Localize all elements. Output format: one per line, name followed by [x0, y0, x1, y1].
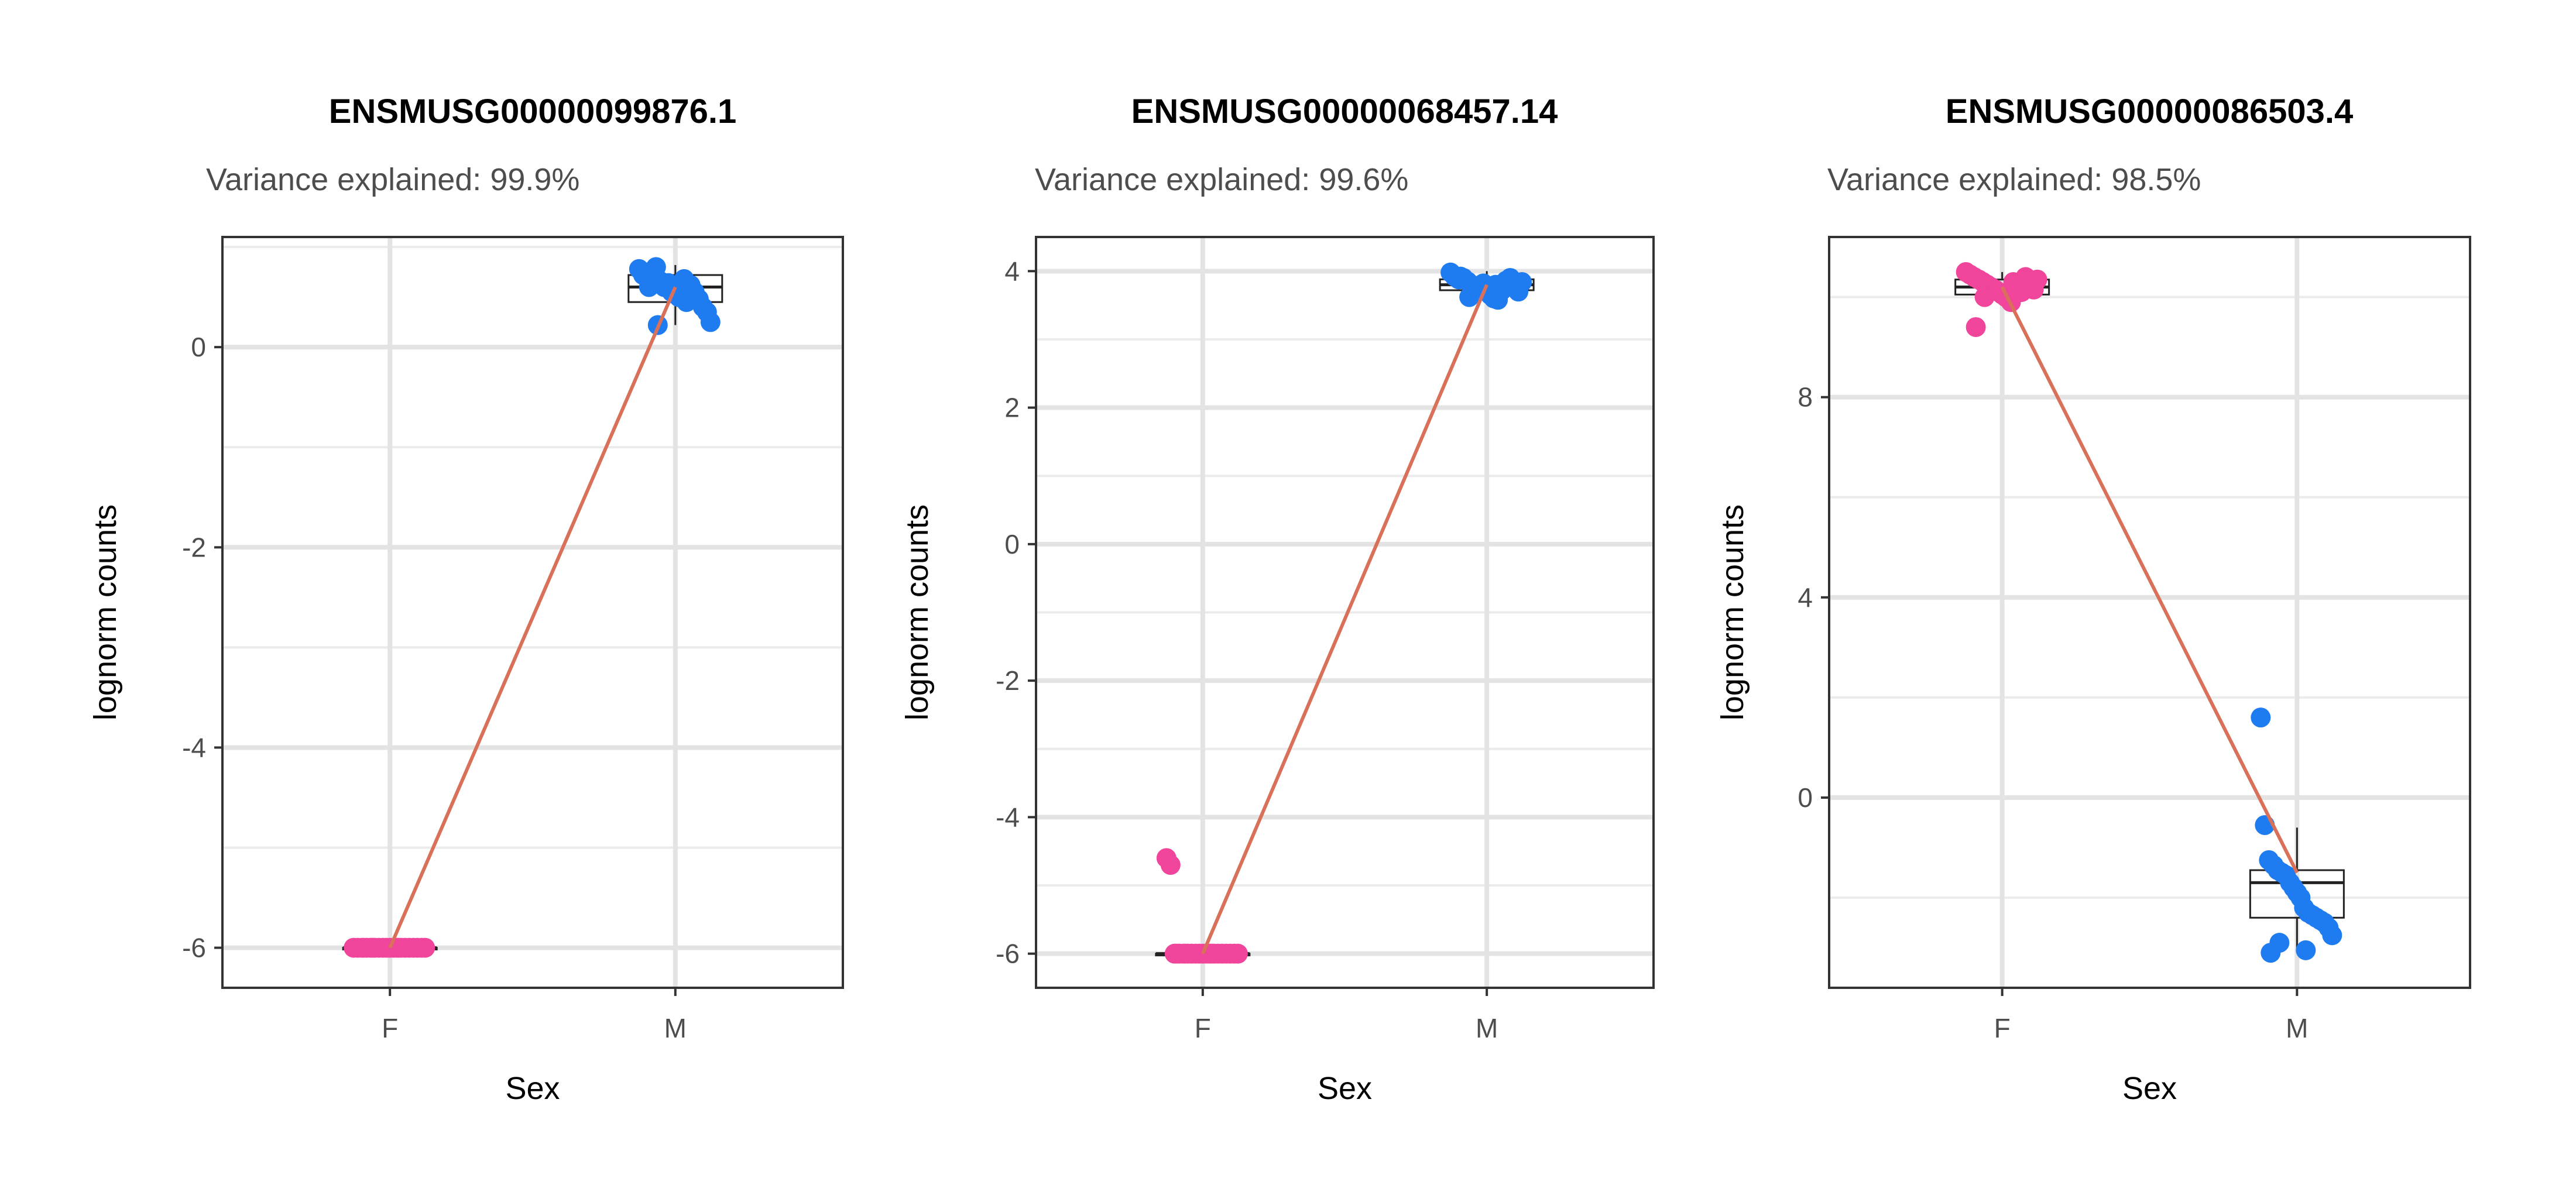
y-tick-label: 0 — [1798, 782, 1813, 813]
plot-area — [1821, 236, 2471, 996]
data-point — [2027, 269, 2047, 290]
data-point — [1512, 272, 1532, 292]
panel-gene-3: ENSMUSG00000086503.4 Variance explained:… — [1715, 92, 2471, 1106]
y-tick-label: -2 — [182, 532, 206, 562]
data-point — [1227, 943, 1248, 964]
data-point — [1166, 943, 1186, 964]
x-tick-label-f: F — [1195, 1013, 1211, 1043]
y-tick-labels: 0 -2 -4 -6 — [182, 332, 206, 963]
x-axis-title: Sex — [505, 1071, 560, 1106]
data-point — [2261, 943, 2281, 963]
panel-border — [1828, 236, 2471, 989]
data-point — [1974, 287, 1995, 307]
y-tick-label: -6 — [996, 939, 1020, 969]
y-tick-label: -4 — [996, 802, 1020, 832]
data-point — [1486, 274, 1506, 295]
data-point — [1160, 855, 1181, 875]
chart-subtitle: Variance explained: 99.9% — [206, 162, 579, 197]
y-tick-label: -6 — [182, 933, 206, 963]
chart-title: ENSMUSG00000099876.1 — [329, 92, 736, 130]
plot-area — [1028, 236, 1655, 996]
y-tick-label: 4 — [1004, 256, 1020, 286]
chart-title: ENSMUSG00000086503.4 — [1946, 92, 2353, 130]
y-tick-label: -2 — [996, 665, 1020, 696]
data-point — [2296, 940, 2316, 960]
y-tick-label: 8 — [1798, 382, 1813, 413]
data-point — [1966, 317, 1986, 337]
y-tick-label: 0 — [191, 332, 206, 362]
panel-border — [221, 236, 844, 989]
trend-line — [2000, 286, 2299, 874]
x-axis-title: Sex — [1318, 1071, 1372, 1106]
y-axis-title: lognorm counts — [900, 504, 935, 720]
x-axis-title: Sex — [2122, 1071, 2177, 1106]
data-point — [415, 937, 435, 958]
chart-subtitle: Variance explained: 99.6% — [1035, 162, 1408, 197]
x-tick-label-f: F — [382, 1013, 398, 1043]
data-point — [1450, 266, 1471, 287]
data-point — [700, 312, 721, 332]
chart-title: ENSMUSG00000068457.14 — [1131, 92, 1558, 130]
x-tick-label-f: F — [1994, 1013, 2011, 1043]
y-axis-title: lognorm counts — [1715, 504, 1750, 720]
x-tick-label-m: M — [2286, 1013, 2308, 1043]
y-tick-labels: 8 4 0 — [1798, 382, 1813, 813]
y-tick-labels: 4 2 0 -2 -4 -6 — [996, 256, 1020, 968]
trend-line — [388, 286, 677, 949]
plot-area — [214, 236, 844, 996]
data-point — [1459, 287, 1480, 307]
data-point — [2251, 707, 2271, 728]
chart-subtitle: Variance explained: 98.5% — [1827, 162, 2201, 197]
trend-line — [1201, 284, 1488, 954]
x-tick-label-m: M — [664, 1013, 687, 1043]
data-point — [354, 937, 374, 958]
y-tick-label: 0 — [1004, 529, 1020, 559]
y-tick-label: 2 — [1004, 393, 1020, 423]
data-point — [639, 277, 659, 297]
x-tick-label-m: M — [1476, 1013, 1498, 1043]
y-tick-label: -4 — [182, 732, 206, 762]
data-point — [2322, 925, 2342, 946]
panel-border — [1035, 236, 1655, 989]
y-tick-label: 4 — [1798, 582, 1813, 613]
panel-gene-1: ENSMUSG00000099876.1 Variance explained:… — [88, 92, 844, 1106]
y-axis-title: lognorm counts — [88, 504, 123, 720]
data-point — [674, 269, 694, 289]
panel-gene-2: ENSMUSG00000068457.14 Variance explained… — [900, 92, 1655, 1106]
